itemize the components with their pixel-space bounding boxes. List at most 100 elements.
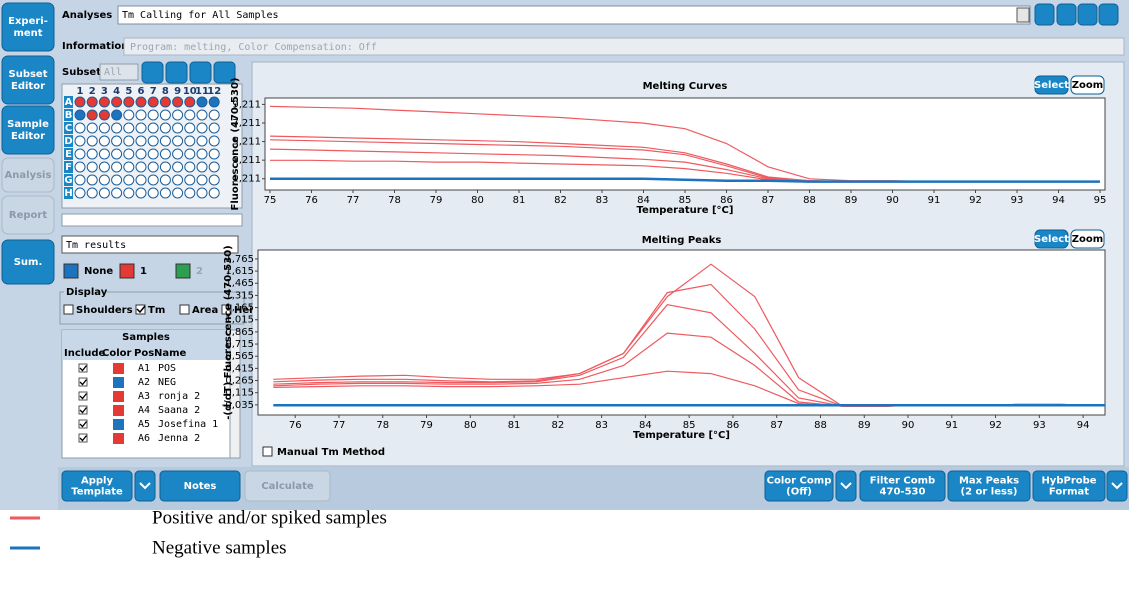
plate-well[interactable] [124, 123, 134, 133]
chevron-button[interactable] [1107, 471, 1127, 501]
plate-well[interactable] [136, 110, 146, 120]
chevron-button[interactable] [135, 471, 155, 501]
plate-well[interactable] [148, 110, 158, 120]
plate-well[interactable] [185, 136, 195, 146]
sidebar-button[interactable] [2, 106, 54, 154]
plate-well[interactable] [148, 162, 158, 172]
toolbar-icon[interactable] [1035, 4, 1054, 25]
plate-well[interactable] [136, 162, 146, 172]
plate-well[interactable] [112, 149, 122, 159]
plate-well[interactable] [209, 162, 219, 172]
plate-well[interactable] [99, 123, 109, 133]
plate-well[interactable] [160, 136, 170, 146]
plate-well[interactable] [124, 162, 134, 172]
plate-well[interactable] [136, 149, 146, 159]
plate-well[interactable] [87, 136, 97, 146]
plate-well[interactable] [87, 149, 97, 159]
plate-well[interactable] [160, 188, 170, 198]
plate-well[interactable] [160, 149, 170, 159]
sidebar-button[interactable] [2, 56, 54, 104]
plate-well[interactable] [160, 162, 170, 172]
plate-well[interactable] [99, 188, 109, 198]
plate-well[interactable] [75, 136, 85, 146]
plate-well[interactable] [173, 123, 183, 133]
plate-well[interactable] [112, 110, 122, 120]
plate-well[interactable] [173, 110, 183, 120]
plate-well[interactable] [197, 123, 207, 133]
plate-well[interactable] [124, 110, 134, 120]
plate-well[interactable] [185, 149, 195, 159]
plate-well[interactable] [173, 149, 183, 159]
plate-well[interactable] [197, 188, 207, 198]
plate-well[interactable] [160, 97, 170, 107]
plate-well[interactable] [160, 123, 170, 133]
plate-well[interactable] [112, 97, 122, 107]
subset-tool[interactable] [142, 62, 163, 83]
checkbox[interactable] [263, 447, 272, 456]
plate-well[interactable] [112, 188, 122, 198]
plate-well[interactable] [173, 175, 183, 185]
plate-well[interactable] [75, 188, 85, 198]
plate-well[interactable] [173, 188, 183, 198]
plate-well[interactable] [75, 110, 85, 120]
plate-well[interactable] [148, 188, 158, 198]
plate-well[interactable] [148, 149, 158, 159]
plate-well[interactable] [99, 149, 109, 159]
plate-well[interactable] [136, 188, 146, 198]
plate-well[interactable] [99, 162, 109, 172]
plate-well[interactable] [197, 149, 207, 159]
checkbox[interactable] [180, 305, 189, 314]
plate-well[interactable] [99, 175, 109, 185]
plate-well[interactable] [112, 136, 122, 146]
plate-well[interactable] [75, 123, 85, 133]
plate-well[interactable] [185, 97, 195, 107]
plate-well[interactable] [148, 175, 158, 185]
plate-well[interactable] [87, 110, 97, 120]
toolbar-icon[interactable] [1057, 4, 1076, 25]
plate-well[interactable] [209, 136, 219, 146]
toolbar-icon[interactable] [1099, 4, 1118, 25]
plate-well[interactable] [185, 162, 195, 172]
plate-well[interactable] [124, 149, 134, 159]
plate-well[interactable] [160, 175, 170, 185]
dropdown-arrow[interactable] [1017, 8, 1029, 22]
plate-well[interactable] [136, 175, 146, 185]
plate-well[interactable] [124, 175, 134, 185]
plate-well[interactable] [160, 110, 170, 120]
plate-well[interactable] [209, 123, 219, 133]
plate-well[interactable] [185, 188, 195, 198]
plate-well[interactable] [148, 136, 158, 146]
plate-well[interactable] [209, 188, 219, 198]
plate-well[interactable] [136, 123, 146, 133]
plate-well[interactable] [99, 136, 109, 146]
plate-well[interactable] [185, 175, 195, 185]
plate-well[interactable] [197, 97, 207, 107]
plate-well[interactable] [99, 110, 109, 120]
toolbar-icon[interactable] [1078, 4, 1097, 25]
plate-well[interactable] [209, 110, 219, 120]
plate-well[interactable] [75, 97, 85, 107]
sidebar-button[interactable] [2, 3, 54, 51]
plate-well[interactable] [197, 175, 207, 185]
plate-well[interactable] [124, 97, 134, 107]
plate-well[interactable] [173, 136, 183, 146]
plate-well[interactable] [136, 97, 146, 107]
plate-well[interactable] [99, 97, 109, 107]
checkbox[interactable] [64, 305, 73, 314]
chevron-button[interactable] [836, 471, 856, 501]
plate-well[interactable] [197, 162, 207, 172]
plate-well[interactable] [197, 110, 207, 120]
plate-well[interactable] [173, 97, 183, 107]
plate-well[interactable] [148, 97, 158, 107]
plate-well[interactable] [209, 149, 219, 159]
plate-well[interactable] [87, 175, 97, 185]
plate-well[interactable] [209, 175, 219, 185]
subset-tool[interactable] [166, 62, 187, 83]
plate-well[interactable] [112, 162, 122, 172]
plate-well[interactable] [75, 162, 85, 172]
subset-tool[interactable] [190, 62, 211, 83]
plate-well[interactable] [124, 188, 134, 198]
plate-well[interactable] [112, 175, 122, 185]
plate-well[interactable] [75, 149, 85, 159]
plate-well[interactable] [112, 123, 122, 133]
